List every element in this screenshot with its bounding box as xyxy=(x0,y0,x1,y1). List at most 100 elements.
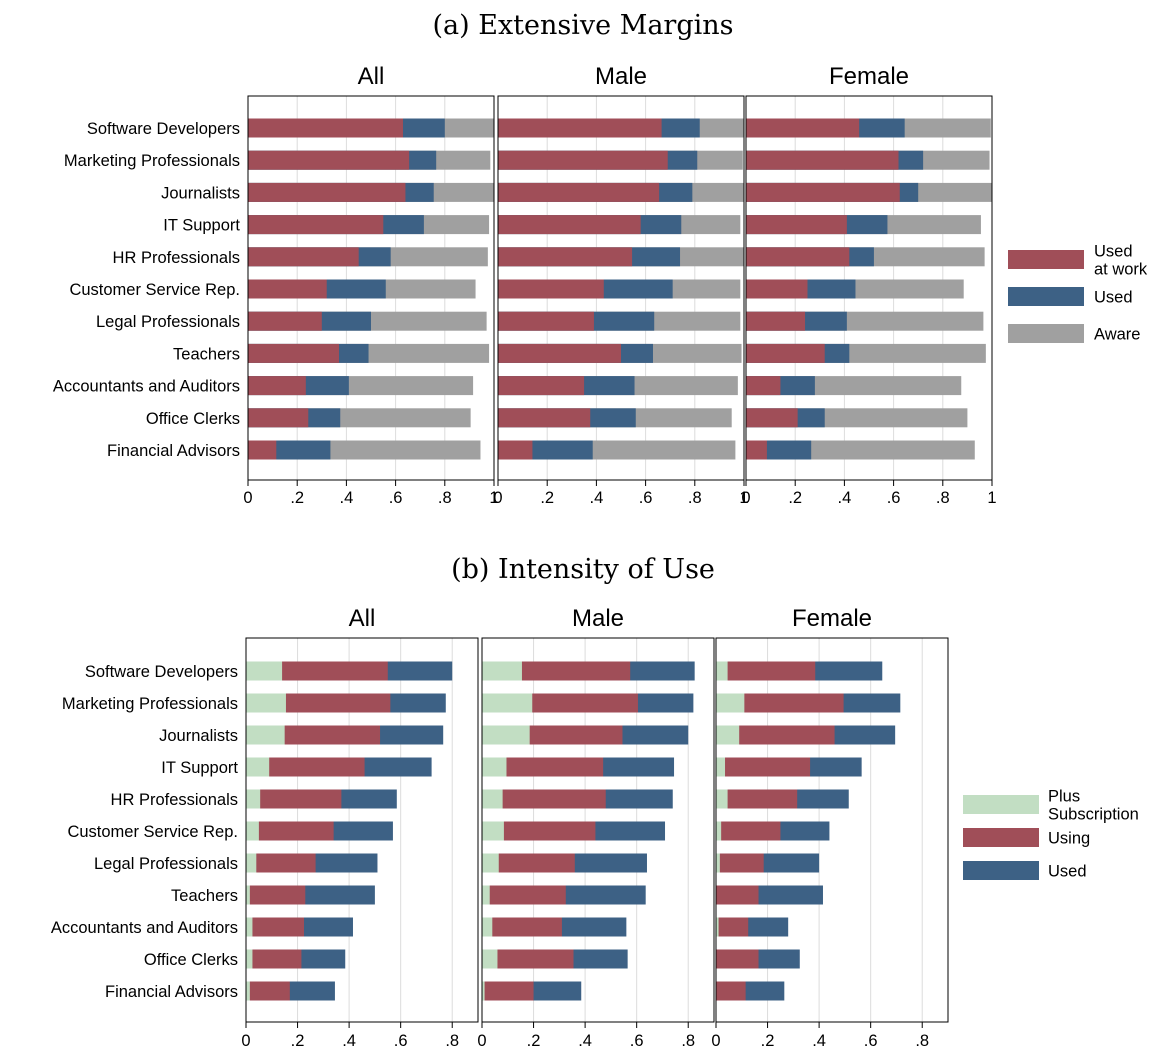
bar-used-at-work xyxy=(498,247,633,267)
bar-row-marketing-professionals xyxy=(246,693,446,713)
bar-using xyxy=(716,821,781,841)
bar-row-journalists xyxy=(248,182,494,202)
bar-row-hr-professionals xyxy=(246,789,397,809)
legend-label: Used xyxy=(1094,243,1133,261)
tick-label: .4 xyxy=(812,1032,826,1050)
bar-row-office-clerks xyxy=(246,949,346,969)
bar-plus-subscription xyxy=(246,981,250,1001)
tick-label: 1 xyxy=(489,489,498,507)
bar-row-it-support xyxy=(746,215,981,235)
bar-used-at-work xyxy=(746,150,899,170)
bar-row-marketing-professionals xyxy=(498,150,743,170)
category-label-it-support: IT Support xyxy=(161,759,238,777)
bar-row-software-developers xyxy=(246,661,453,681)
tick-label: .4 xyxy=(590,489,604,507)
bar-plus-subscription xyxy=(246,789,261,809)
bar-used-at-work xyxy=(498,408,591,428)
bar-using xyxy=(716,661,816,681)
tick-label: .8 xyxy=(681,1032,695,1050)
bar-used-at-work xyxy=(498,118,662,138)
panel-male: Male 0 .2 .4 .6 .8 1 xyxy=(493,63,748,507)
bar-row-financial-advisors xyxy=(498,440,736,460)
bar-row-customer-service-rep xyxy=(746,279,964,299)
category-label-teachers: Teachers xyxy=(173,345,240,363)
bar-row-legal-professionals xyxy=(246,853,378,873)
bar-row-teachers xyxy=(248,343,490,363)
bar-plus-subscription xyxy=(246,949,253,969)
legend-label: Subscription xyxy=(1048,806,1139,824)
bar-row-journalists xyxy=(246,725,444,745)
panel-frame xyxy=(497,95,745,481)
bar-used-at-work xyxy=(248,215,384,235)
panel-title: All xyxy=(349,605,376,632)
bar-used-at-work xyxy=(248,118,403,138)
category-label-journalists: Journalists xyxy=(159,727,238,745)
bar-using xyxy=(246,789,342,809)
bar-used-at-work xyxy=(746,247,850,267)
bar-used-at-work xyxy=(746,440,767,460)
panel-frame xyxy=(245,637,479,1023)
bar-row-teachers xyxy=(716,885,823,905)
legend-swatch xyxy=(963,861,1039,880)
legend-swatch xyxy=(963,795,1039,814)
category-label-software-developers: Software Developers xyxy=(85,663,238,681)
bar-row-accountants-and-auditors xyxy=(246,917,353,937)
bar-row-legal-professionals xyxy=(746,311,984,331)
bar-plus-subscription xyxy=(246,693,286,713)
bar-plus-subscription xyxy=(246,821,259,841)
bar-plus-subscription xyxy=(716,661,728,681)
bar-used-at-work xyxy=(746,215,847,235)
panel-title: Male xyxy=(595,63,647,90)
bar-using xyxy=(482,981,534,1001)
bar-row-financial-advisors xyxy=(246,981,335,1001)
bar-plus-subscription xyxy=(482,981,485,1001)
bar-row-office-clerks xyxy=(248,408,471,428)
bar-used-at-work xyxy=(248,376,306,396)
bar-row-office-clerks xyxy=(482,949,628,969)
bar-plus-subscription xyxy=(716,821,722,841)
legend-item-using: Using xyxy=(963,828,1090,848)
tick-label: .6 xyxy=(864,1032,878,1050)
tick-label: .6 xyxy=(394,1032,408,1050)
bar-using xyxy=(482,917,562,937)
tick-label: .2 xyxy=(761,1032,775,1050)
category-label-legal-professionals: Legal Professionals xyxy=(94,855,238,873)
bar-using xyxy=(246,821,334,841)
category-label-accountants-and-auditors: Accountants and Auditors xyxy=(51,919,238,937)
tick-label: 0 xyxy=(741,489,750,507)
panel-all: All 0 .2 .4 .6 .8 1 xyxy=(243,63,498,507)
bar-row-office-clerks xyxy=(716,949,800,969)
chart-a: (a) Extensive Margins Software Developers… xyxy=(53,10,1148,507)
bar-plus-subscription xyxy=(716,725,740,745)
panel-all: All 0 .2 .4 .6 .8 xyxy=(241,605,479,1050)
bar-used-at-work xyxy=(248,150,410,170)
bar-using xyxy=(482,885,566,905)
bar-using xyxy=(716,885,759,905)
category-label-marketing-professionals: Marketing Professionals xyxy=(64,152,240,170)
bar-row-financial-advisors xyxy=(482,981,582,1001)
bar-using xyxy=(246,853,316,873)
bar-plus-subscription xyxy=(246,885,250,905)
bar-row-software-developers xyxy=(498,118,744,138)
bar-using xyxy=(482,853,575,873)
bar-plus-subscription xyxy=(482,725,530,745)
bar-row-financial-advisors xyxy=(746,440,975,460)
bar-using xyxy=(246,949,302,969)
bar-plus-subscription xyxy=(482,757,507,777)
bar-row-journalists xyxy=(716,725,896,745)
bar-row-teachers xyxy=(246,885,375,905)
bar-using xyxy=(482,789,606,809)
bar-used-at-work xyxy=(248,182,406,202)
chart-title: (b) Intensity of Use xyxy=(451,554,715,585)
panel-frame xyxy=(745,95,993,481)
bar-row-accountants-and-auditors xyxy=(746,376,962,396)
bar-row-it-support xyxy=(498,215,741,235)
bar-plus-subscription xyxy=(716,917,719,937)
bar-used-at-work xyxy=(248,343,340,363)
bar-using xyxy=(716,757,811,777)
bar-row-journalists xyxy=(498,182,744,202)
bar-row-software-developers xyxy=(746,118,991,138)
bar-row-teachers xyxy=(498,343,742,363)
bar-used-at-work xyxy=(746,376,781,396)
bar-row-hr-professionals xyxy=(482,789,673,809)
